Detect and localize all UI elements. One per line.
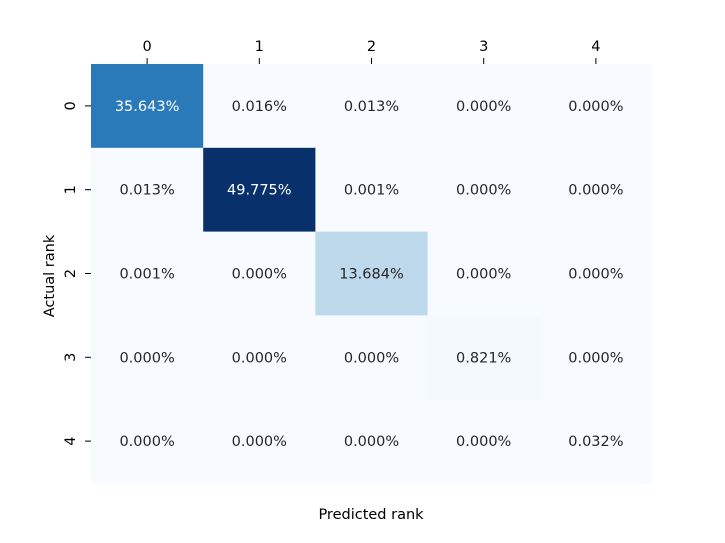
- heatmap-cell-0-1: [203, 64, 316, 149]
- heatmap-cell-2-2: [315, 231, 429, 316]
- cell-label-2-2: 13.684%: [339, 267, 404, 283]
- heatmap-cells: 35.643% 0.016% 0.013% 0.000% 0.000% 0.013% 49.…: [91, 64, 653, 484]
- cell-label-1-3: 0.000%: [456, 183, 511, 199]
- heatmap-cell-4-3: [427, 399, 541, 484]
- x-axis-ticks: 0 1 2 3 4: [142, 39, 601, 64]
- x-tick-label-4: 4: [591, 39, 600, 55]
- x-tick-label-2: 2: [367, 39, 376, 55]
- cell-label-0-2: 0.013%: [344, 99, 399, 115]
- heatmap-cell-2-0: [91, 231, 204, 316]
- cell-label-1-1: 49.775%: [227, 183, 292, 199]
- y-tick-label-1: 1: [63, 185, 79, 194]
- cell-label-0-4: 0.000%: [568, 99, 623, 115]
- cell-label-2-1: 0.000%: [232, 267, 287, 283]
- heatmap-cell-3-1: [203, 315, 316, 400]
- cell-label-3-2: 0.000%: [344, 350, 399, 366]
- heatmap-cell-2-4: [539, 231, 653, 316]
- heatmap-cell-3-3: [427, 315, 541, 400]
- cell-label-1-4: 0.000%: [568, 183, 623, 199]
- cell-label-0-1: 0.016%: [232, 99, 287, 115]
- heatmap-cell-0-0: [91, 64, 204, 149]
- heatmap-cell-1-1: [203, 147, 316, 233]
- y-tick-label-0: 0: [63, 101, 79, 110]
- x-tick-label-1: 1: [255, 39, 264, 55]
- cell-label-3-1: 0.000%: [232, 350, 287, 366]
- heatmap-cell-4-4: [539, 399, 653, 484]
- heatmap-cell-2-3: [427, 231, 541, 316]
- heatmap-cell-0-3: [427, 64, 541, 149]
- y-tick-label-4: 4: [63, 436, 79, 445]
- cell-label-3-3: 0.821%: [456, 350, 511, 366]
- heatmap-cell-1-4: [539, 147, 653, 233]
- cell-label-4-0: 0.000%: [119, 434, 174, 450]
- y-tick-label-2: 2: [63, 269, 79, 278]
- heatmap-cell-4-0: [91, 399, 204, 484]
- cell-label-2-4: 0.000%: [568, 267, 623, 283]
- y-axis-label: Actual rank: [42, 234, 58, 317]
- cell-label-4-4: 0.032%: [568, 434, 623, 450]
- cell-label-3-0: 0.000%: [119, 350, 174, 366]
- cell-label-1-0: 0.013%: [119, 183, 174, 199]
- x-axis-label: Predicted rank: [318, 507, 424, 523]
- cell-label-0-0: 35.643%: [115, 99, 180, 115]
- cell-label-4-1: 0.000%: [232, 434, 287, 450]
- cell-label-4-3: 0.000%: [456, 434, 511, 450]
- cell-label-2-3: 0.000%: [456, 267, 511, 283]
- y-axis-ticks: 0 1 2 3 4: [63, 101, 91, 446]
- heatmap-cell-3-4: [539, 315, 653, 400]
- cell-label-4-2: 0.000%: [344, 434, 399, 450]
- heatmap-cell-1-3: [427, 147, 541, 233]
- heatmap-cell-3-2: [315, 315, 429, 400]
- cell-label-0-3: 0.000%: [456, 99, 511, 115]
- x-tick-label-0: 0: [142, 39, 151, 55]
- cell-label-2-0: 0.001%: [119, 267, 174, 283]
- heatmap-cell-0-4: [539, 64, 653, 149]
- heatmap-cell-4-2: [315, 399, 429, 484]
- x-tick-label-3: 3: [479, 39, 488, 55]
- cell-label-1-2: 0.001%: [344, 183, 399, 199]
- heatmap-cell-2-1: [203, 231, 316, 316]
- heatmap-cell-1-2: [315, 147, 429, 233]
- heatmap-cell-1-0: [91, 147, 204, 233]
- heatmap-cell-0-2: [315, 64, 429, 149]
- heatmap-cell-4-1: [203, 399, 316, 484]
- heatmap-cell-3-0: [91, 315, 204, 400]
- y-tick-label-3: 3: [63, 353, 79, 362]
- cell-label-3-4: 0.000%: [568, 350, 623, 366]
